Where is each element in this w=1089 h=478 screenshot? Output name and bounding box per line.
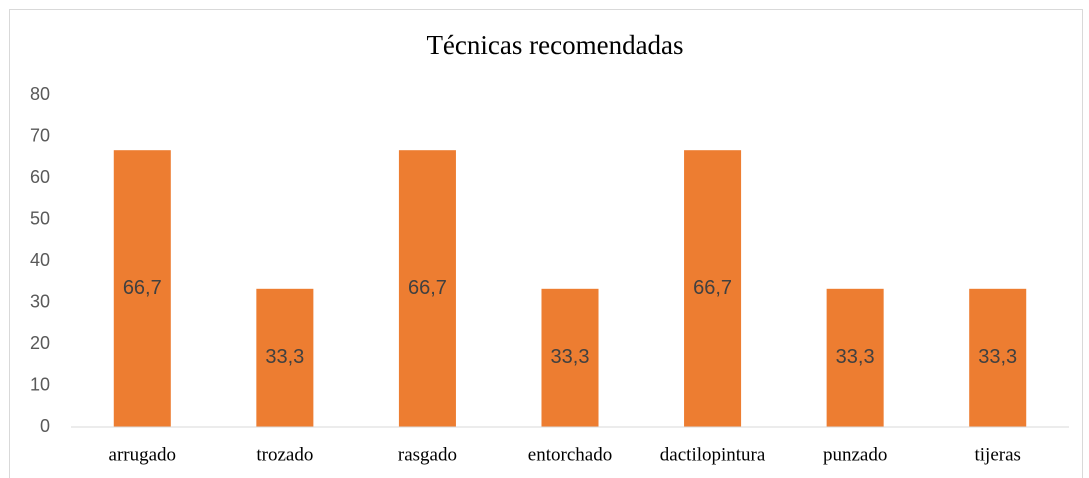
- y-tick-label: 70: [30, 125, 50, 145]
- data-label: 33,3: [551, 346, 590, 368]
- bar: [256, 288, 314, 427]
- y-tick-label: 20: [30, 333, 50, 353]
- data-label: 33,3: [978, 346, 1017, 368]
- x-tick-label: trozado: [256, 444, 313, 465]
- y-tick-label: 30: [30, 291, 50, 311]
- x-tick-label: arrugado: [109, 444, 177, 465]
- y-tick-label: 80: [30, 84, 50, 104]
- x-tick-label: tijeras: [974, 444, 1020, 465]
- bar: [541, 288, 599, 427]
- chart-title: Técnicas recomendadas: [426, 30, 683, 60]
- y-tick-label: 40: [30, 250, 50, 270]
- data-label: 66,7: [693, 277, 732, 299]
- data-label: 66,7: [123, 277, 162, 299]
- y-tick-label: 10: [30, 374, 50, 394]
- x-tick-label: punzado: [823, 444, 887, 465]
- y-tick-label: 0: [40, 416, 50, 436]
- y-tick-label: 50: [30, 208, 50, 228]
- bar: [969, 288, 1027, 427]
- bar: [826, 288, 884, 427]
- bar: [398, 150, 456, 427]
- x-tick-label: dactilopintura: [660, 444, 766, 465]
- data-label: 33,3: [265, 346, 304, 368]
- data-label: 66,7: [408, 277, 447, 299]
- x-tick-label: entorchado: [528, 444, 612, 465]
- bar: [684, 150, 742, 427]
- data-label: 33,3: [836, 346, 875, 368]
- y-tick-label: 60: [30, 167, 50, 187]
- x-tick-label: rasgado: [398, 444, 457, 465]
- bar: [113, 150, 171, 427]
